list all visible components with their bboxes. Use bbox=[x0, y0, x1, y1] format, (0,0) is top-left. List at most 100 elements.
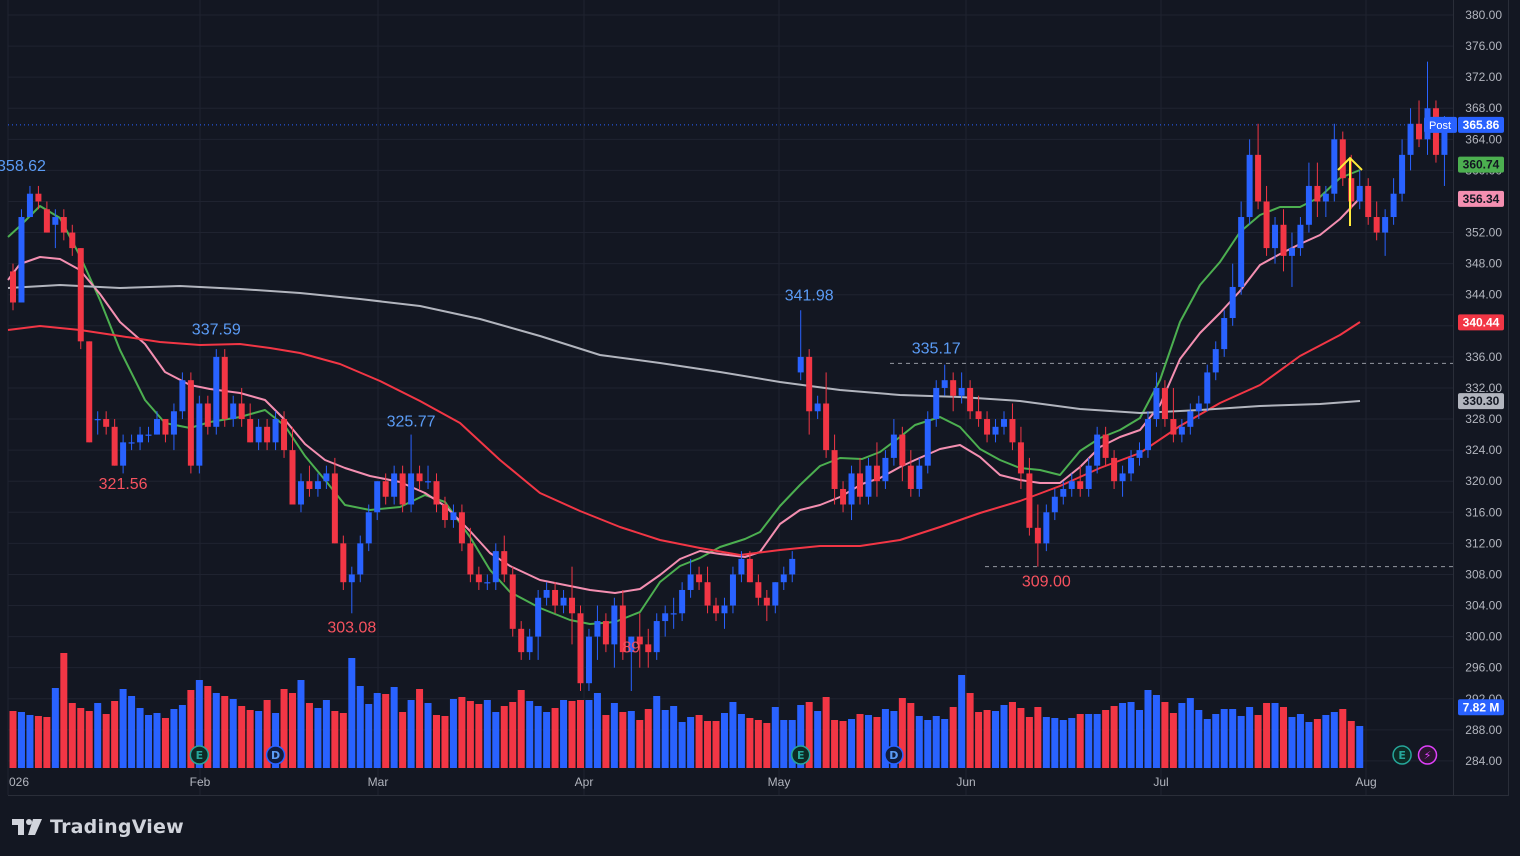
volume-bar bbox=[602, 715, 610, 768]
candle-body bbox=[196, 403, 203, 466]
event-marker-label: ⚡ bbox=[1424, 749, 1432, 762]
event-marker-label: D bbox=[889, 749, 898, 762]
volume-bar bbox=[221, 696, 229, 768]
candle-body bbox=[1263, 201, 1270, 249]
volume-bar bbox=[26, 715, 34, 768]
candle-body bbox=[594, 621, 601, 637]
candlesticks bbox=[10, 61, 1448, 691]
volume-bar bbox=[136, 708, 144, 768]
price-annotation: 325.77 bbox=[387, 413, 436, 430]
candle-body bbox=[882, 457, 889, 482]
candle-body bbox=[518, 628, 525, 653]
price-tick-label: 320.00 bbox=[1465, 474, 1502, 488]
candle-body bbox=[1204, 372, 1211, 404]
candle-body bbox=[314, 481, 321, 489]
volume-bars bbox=[9, 653, 1364, 768]
volume-bar bbox=[1136, 710, 1144, 768]
price-tick-label: 288.00 bbox=[1465, 723, 1502, 737]
candle-body bbox=[1238, 217, 1245, 287]
volume-bar bbox=[924, 720, 932, 768]
event-marker-label: E bbox=[797, 749, 805, 762]
candle-body bbox=[1068, 481, 1075, 489]
candle-body bbox=[399, 473, 406, 505]
event-marker bbox=[265, 745, 286, 765]
volume-bar bbox=[289, 693, 297, 768]
volume-bar bbox=[814, 711, 822, 768]
candle-body bbox=[1178, 426, 1185, 435]
volume-bar bbox=[1110, 706, 1118, 768]
volume-bar bbox=[1237, 716, 1245, 768]
sma20-line bbox=[7, 169, 1361, 625]
candle-body bbox=[806, 356, 813, 412]
candle-body bbox=[128, 442, 135, 444]
price-tick-label: 364.00 bbox=[1465, 132, 1502, 146]
candle-body bbox=[170, 411, 177, 435]
volume-bar bbox=[636, 720, 644, 768]
volume-bar bbox=[941, 719, 949, 768]
candle-body bbox=[797, 356, 804, 373]
volume-bar bbox=[1313, 719, 1321, 768]
price-tick-label: 352.00 bbox=[1465, 226, 1502, 240]
volume-bar bbox=[9, 711, 17, 768]
volume-bar bbox=[331, 711, 339, 768]
candle-body bbox=[120, 442, 127, 466]
volume-bar bbox=[907, 703, 915, 768]
candle-body bbox=[1060, 488, 1067, 497]
candle-body bbox=[255, 426, 262, 443]
candle-body bbox=[238, 403, 245, 420]
volume-bar bbox=[43, 717, 51, 768]
candle-body bbox=[653, 621, 660, 653]
volume-bar bbox=[873, 717, 881, 768]
volume-bar bbox=[1296, 714, 1304, 768]
event-marker bbox=[189, 745, 210, 765]
tradingview-logo[interactable]: TradingView bbox=[12, 812, 184, 842]
time-axis-divider bbox=[8, 795, 1509, 796]
candle-body bbox=[679, 589, 686, 614]
volume-bar bbox=[356, 686, 364, 768]
volume-bar bbox=[305, 703, 313, 768]
volume-bar bbox=[958, 675, 966, 768]
price-tick-label: 332.00 bbox=[1465, 381, 1502, 395]
volume-bar bbox=[695, 715, 703, 768]
candle-body bbox=[382, 481, 389, 497]
volume-bar bbox=[1330, 712, 1338, 768]
candle-body bbox=[1136, 450, 1143, 458]
volume-bar bbox=[975, 712, 983, 768]
candle-body bbox=[729, 574, 736, 606]
volume-bar bbox=[788, 720, 796, 768]
candle-body bbox=[272, 419, 279, 443]
volume-bar bbox=[619, 712, 627, 768]
candle-body bbox=[577, 613, 584, 684]
price-tick-label: 336.00 bbox=[1465, 350, 1502, 364]
right-frame bbox=[1508, 0, 1509, 796]
sma100-value-badge bbox=[1458, 314, 1504, 331]
candle-body bbox=[713, 605, 720, 614]
price-annotation: 321.56 bbox=[99, 476, 148, 493]
candle-body bbox=[687, 574, 694, 590]
volume-bar bbox=[263, 700, 271, 768]
candle-body bbox=[1111, 457, 1118, 482]
candle-body bbox=[1170, 419, 1177, 435]
volume-bar bbox=[153, 713, 161, 768]
candle-body bbox=[433, 481, 440, 505]
candle-body bbox=[475, 574, 482, 583]
volume-bar bbox=[170, 709, 178, 768]
volume-bar bbox=[280, 689, 288, 768]
candle-body bbox=[1119, 473, 1126, 482]
sma200-value-badge bbox=[1458, 393, 1504, 410]
volume-bar bbox=[797, 705, 805, 768]
post-value-badge bbox=[1458, 116, 1504, 133]
time-axis[interactable]: 026 Feb Mar Apr May Jun Jul Aug bbox=[9, 775, 1377, 789]
candle-body bbox=[1390, 193, 1397, 218]
sma50-value-text: 356.34 bbox=[1463, 192, 1500, 206]
candle-body bbox=[340, 543, 347, 583]
volume-bar bbox=[966, 693, 974, 768]
volume-bar bbox=[780, 720, 788, 768]
volume-bar bbox=[102, 714, 110, 768]
candle-body bbox=[636, 636, 643, 645]
candle-body bbox=[924, 419, 931, 466]
volume-bar bbox=[390, 687, 398, 768]
candle-body bbox=[831, 450, 838, 489]
volume-bar bbox=[1288, 717, 1296, 768]
